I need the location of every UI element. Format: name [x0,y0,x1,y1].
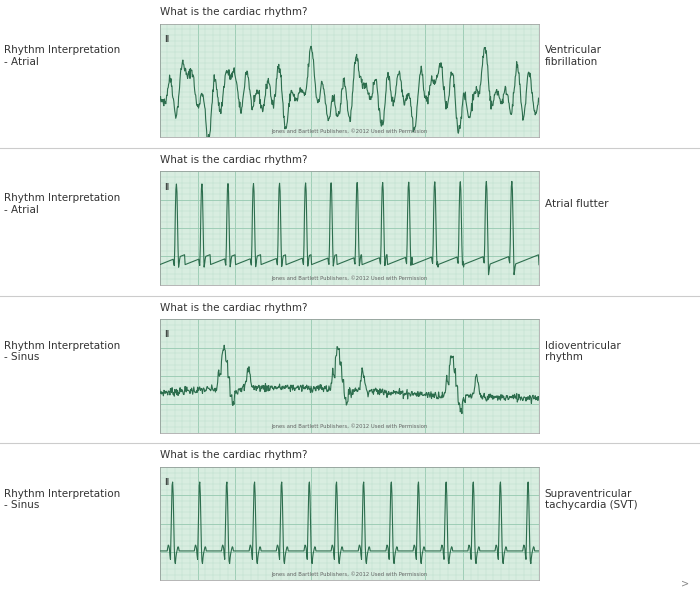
Text: II: II [164,478,169,487]
Text: II: II [164,183,169,191]
Text: Idioventricular
rhythm: Idioventricular rhythm [545,341,620,362]
Text: What is the cardiac rhythm?: What is the cardiac rhythm? [160,450,307,460]
Text: Jones and Bartlett Publishers, ©2012 Used with Permission: Jones and Bartlett Publishers, ©2012 Use… [271,424,428,429]
Text: Jones and Bartlett Publishers, ©2012 Used with Permission: Jones and Bartlett Publishers, ©2012 Use… [271,128,428,134]
Text: Rhythm Interpretation
- Atrial: Rhythm Interpretation - Atrial [4,193,120,215]
Text: Jones and Bartlett Publishers, ©2012 Used with Permission: Jones and Bartlett Publishers, ©2012 Use… [271,571,428,577]
Text: Jones and Bartlett Publishers, ©2012 Used with Permission: Jones and Bartlett Publishers, ©2012 Use… [271,276,428,281]
Text: Rhythm Interpretation
- Sinus: Rhythm Interpretation - Sinus [4,341,120,362]
Text: >: > [681,578,690,588]
Text: Atrial flutter: Atrial flutter [545,199,608,209]
Text: Rhythm Interpretation
- Atrial: Rhythm Interpretation - Atrial [4,46,120,67]
Text: Supraventricular
tachycardia (SVT): Supraventricular tachycardia (SVT) [545,489,637,510]
Text: What is the cardiac rhythm?: What is the cardiac rhythm? [160,7,307,17]
Text: II: II [164,35,169,44]
Text: What is the cardiac rhythm?: What is the cardiac rhythm? [160,303,307,313]
Text: Ventricular
fibrillation: Ventricular fibrillation [545,46,601,67]
Text: Rhythm Interpretation
- Sinus: Rhythm Interpretation - Sinus [4,489,120,510]
Text: What is the cardiac rhythm?: What is the cardiac rhythm? [160,155,307,165]
Text: II: II [164,330,169,339]
